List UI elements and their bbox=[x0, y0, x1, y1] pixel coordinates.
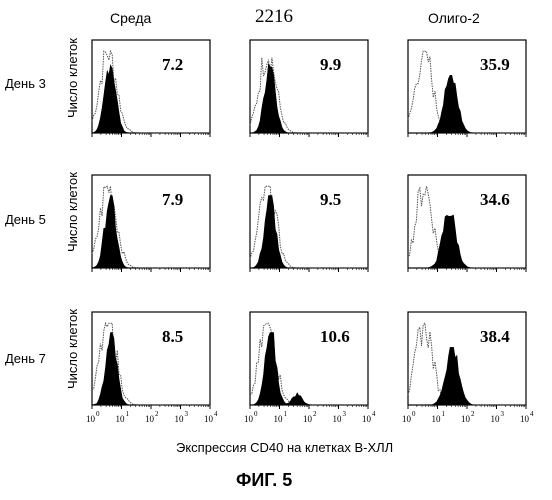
value-label-r3c3: 38.4 bbox=[480, 327, 510, 346]
filled-histogram-r3c1 bbox=[92, 333, 210, 406]
x-tick-exp-r3c2-1: 1 bbox=[284, 410, 288, 418]
value-label-r1c2: 9.9 bbox=[320, 55, 341, 74]
figure-label: ФИГ. 5 bbox=[236, 470, 292, 491]
x-tick-label-r3c2-4: 10 bbox=[362, 414, 372, 424]
filled-histogram-r2c3 bbox=[408, 215, 526, 268]
x-tick-exp-r3c3-3: 3 bbox=[501, 410, 505, 418]
filled-histogram-r3c2 bbox=[250, 333, 368, 406]
x-tick-exp-r3c3-1: 1 bbox=[442, 410, 446, 418]
x-tick-exp-r3c1-3: 3 bbox=[185, 410, 189, 418]
x-tick-label-r3c3-2: 10 bbox=[461, 414, 471, 424]
x-tick-label-r3c3-1: 10 bbox=[432, 414, 442, 424]
x-tick-exp-r3c3-2: 2 bbox=[471, 410, 475, 418]
value-label-r2c3: 34.6 bbox=[480, 190, 510, 209]
x-tick-label-r3c1-2: 10 bbox=[145, 414, 155, 424]
value-label-r1c3: 35.9 bbox=[480, 55, 510, 74]
x-tick-label-r3c2-3: 10 bbox=[333, 414, 343, 424]
x-tick-exp-r3c2-4: 4 bbox=[372, 410, 376, 418]
x-tick-label-r3c2-0: 10 bbox=[244, 414, 254, 424]
x-tick-exp-r3c1-1: 1 bbox=[126, 410, 130, 418]
x-tick-exp-r3c3-4: 4 bbox=[530, 410, 534, 418]
x-axis-label: Экспрессия CD40 на клетках В-ХЛЛ bbox=[176, 440, 393, 455]
x-tick-label-r3c1-4: 10 bbox=[204, 414, 214, 424]
value-label-r2c2: 9.5 bbox=[320, 190, 341, 209]
value-label-r3c1: 8.5 bbox=[162, 327, 183, 346]
value-label-r2c1: 7.9 bbox=[162, 190, 183, 209]
x-tick-exp-r3c1-2: 2 bbox=[155, 410, 159, 418]
x-tick-exp-r3c3-0: 0 bbox=[412, 410, 416, 418]
x-tick-label-r3c1-1: 10 bbox=[116, 414, 126, 424]
x-tick-exp-r3c2-0: 0 bbox=[254, 410, 258, 418]
x-tick-exp-r3c2-2: 2 bbox=[313, 410, 317, 418]
filled-histogram-r2c2 bbox=[250, 196, 368, 269]
x-tick-label-r3c2-2: 10 bbox=[303, 414, 313, 424]
x-tick-label-r3c1-0: 10 bbox=[86, 414, 96, 424]
x-tick-label-r3c3-4: 10 bbox=[520, 414, 530, 424]
x-tick-exp-r3c1-0: 0 bbox=[96, 410, 100, 418]
value-label-r1c1: 7.2 bbox=[162, 55, 183, 74]
x-tick-label-r3c2-1: 10 bbox=[274, 414, 284, 424]
filled-histogram-r1c3 bbox=[408, 75, 526, 133]
filled-histogram-r1c1 bbox=[92, 65, 210, 133]
panel-frame-r3c3 bbox=[408, 312, 526, 405]
x-tick-label-r3c3-0: 10 bbox=[402, 414, 412, 424]
x-tick-exp-r3c1-4: 4 bbox=[214, 410, 218, 418]
filled-histogram-r2c1 bbox=[92, 196, 210, 269]
filled-histogram-r1c2 bbox=[250, 64, 368, 133]
value-label-r3c2: 10.6 bbox=[320, 327, 350, 346]
panel-frame-r1c3 bbox=[408, 40, 526, 133]
x-tick-exp-r3c2-3: 3 bbox=[343, 410, 347, 418]
filled-histogram-r3c3 bbox=[408, 347, 526, 405]
x-tick-label-r3c1-3: 10 bbox=[175, 414, 185, 424]
x-tick-label-r3c3-3: 10 bbox=[491, 414, 501, 424]
